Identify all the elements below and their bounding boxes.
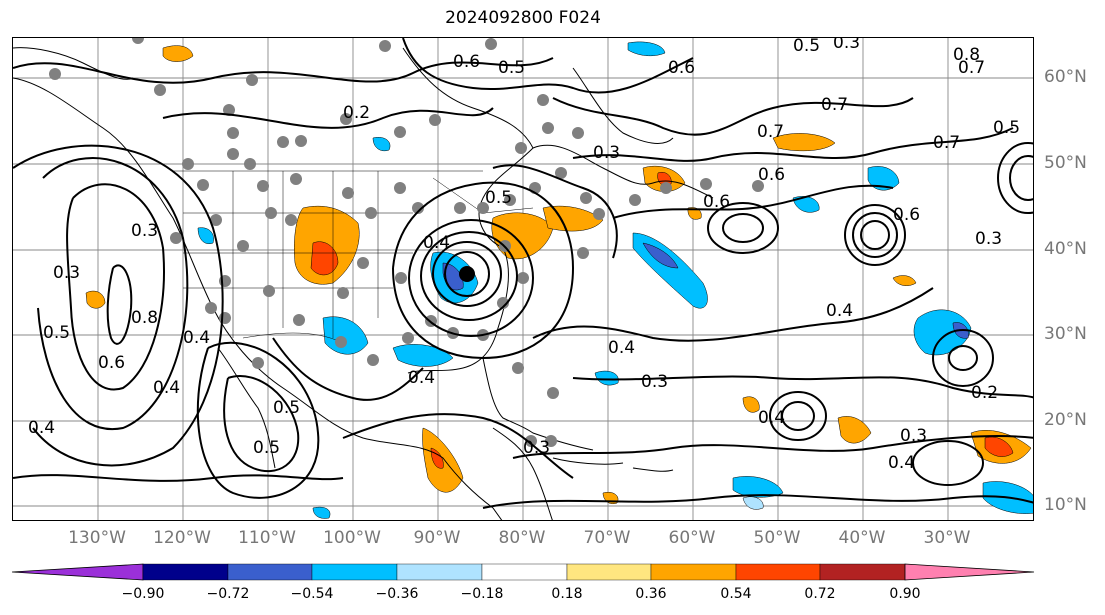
contour-label: 0.6 [98,353,125,373]
lat-label-20n: 20°N [1044,410,1087,430]
colorbar-segment [396,563,483,581]
colorbar-tick-label: −0.36 [375,586,419,602]
contour-label: 0.5 [498,58,525,78]
contour-label: 0.6 [453,52,480,72]
colorbar-tick-label: 0.18 [551,586,583,602]
contour-label: 0.2 [971,383,998,403]
contour-label: 0.3 [833,38,860,53]
colorbar-segment [650,563,737,581]
colorbar-tick-label: −0.90 [121,586,165,602]
lon-label-130w: 130°W [68,528,126,548]
contour-lines [13,38,1033,509]
lon-label-110w: 110°W [238,528,296,548]
colorbar-segment [11,563,144,581]
contour-label: 0.7 [933,133,960,153]
lon-label-80w: 80°W [498,528,546,548]
contour-label: 0.5 [253,438,280,458]
lon-label-50w: 50°W [753,528,801,548]
colorbar-tick-label: 0.36 [635,586,667,602]
contour-label: 0.5 [793,38,820,56]
colorbar-segment [566,563,652,581]
lat-label-30n: 30°N [1044,324,1087,344]
colorbar-tick-label: −0.72 [206,586,250,602]
contour-label: 0.3 [53,263,80,283]
contour-label: 0.6 [703,192,730,212]
lat-label-40n: 40°N [1044,239,1087,259]
shaded-fields [85,41,1033,519]
low-center-marker [459,266,475,282]
contour-label: 0.2 [343,103,370,123]
colorbar [11,563,1035,581]
contour-label: 0.5 [273,398,300,418]
colorbar-tick-label: −0.54 [290,586,334,602]
contour-label: 0.3 [975,229,1002,249]
lon-label-40w: 40°W [838,528,886,548]
lat-label-50n: 50°N [1044,153,1087,173]
contour-label: 0.4 [608,338,635,358]
colorbar-segment [735,563,821,581]
contour-label: 0.6 [758,165,785,185]
colorbar-segment [904,563,1035,581]
contour-label: 0.3 [641,372,668,392]
contour-label: 0.8 [131,308,158,328]
lon-label-100w: 100°W [323,528,381,548]
lon-label-90w: 90°W [413,528,461,548]
lon-label-70w: 70°W [583,528,631,548]
contour-label: 0.3 [523,438,550,458]
map-canvas: 0.6 0.5 0.2 0.4 0.3 0.6 0.5 0.7 0.7 0.6 … [13,38,1033,520]
colorbar-segment [819,563,906,581]
contour-label: 0.3 [900,426,927,446]
map-panel: 0.6 0.5 0.2 0.4 0.3 0.6 0.5 0.7 0.7 0.6 … [12,37,1034,521]
colorbar-tick-label: −0.18 [460,586,504,602]
colorbar-segment [142,563,229,581]
coastlines [13,47,714,520]
lon-label-60w: 60°W [668,528,716,548]
contour-label: 0.4 [183,328,210,348]
colorbar-tick-label: 0.90 [889,586,921,602]
lon-label-120w: 120°W [153,528,211,548]
contour-label: 0.5 [43,323,70,343]
contour-label: 0.7 [757,122,784,142]
contour-label: 0.6 [668,58,695,78]
contour-label: 0.6 [893,205,920,225]
map-title: 2024092800 F024 [445,8,601,28]
contour-label: 0.7 [821,95,848,115]
colorbar-segment [227,563,313,581]
lat-label-60n: 60°N [1044,67,1087,87]
colorbar-segment [481,563,568,581]
contour-label: 0.4 [28,418,55,438]
contour-label: 0.4 [826,301,853,321]
contour-label: 0.8 [953,45,980,65]
contour-label: 0.3 [593,143,620,163]
colorbar-tick-label: 0.72 [804,586,836,602]
contour-label: 0.4 [888,453,915,473]
contour-label: 0.3 [131,221,158,241]
contour-label: 0.4 [758,408,785,428]
contour-label: 0.5 [485,188,512,208]
contour-label: 0.4 [408,368,435,388]
colorbar-segment [311,563,398,581]
lat-label-10n: 10°N [1044,495,1087,515]
contour-labels: 0.6 0.5 0.2 0.4 0.3 0.6 0.5 0.7 0.7 0.6 … [28,38,1020,473]
colorbar-tick-label: 0.54 [720,586,752,602]
contour-label: 0.5 [993,118,1020,138]
lon-label-30w: 30°W [923,528,971,548]
contour-label: 0.4 [423,233,450,253]
contour-label: 0.7 [958,58,985,78]
contour-label: 0.4 [153,378,180,398]
